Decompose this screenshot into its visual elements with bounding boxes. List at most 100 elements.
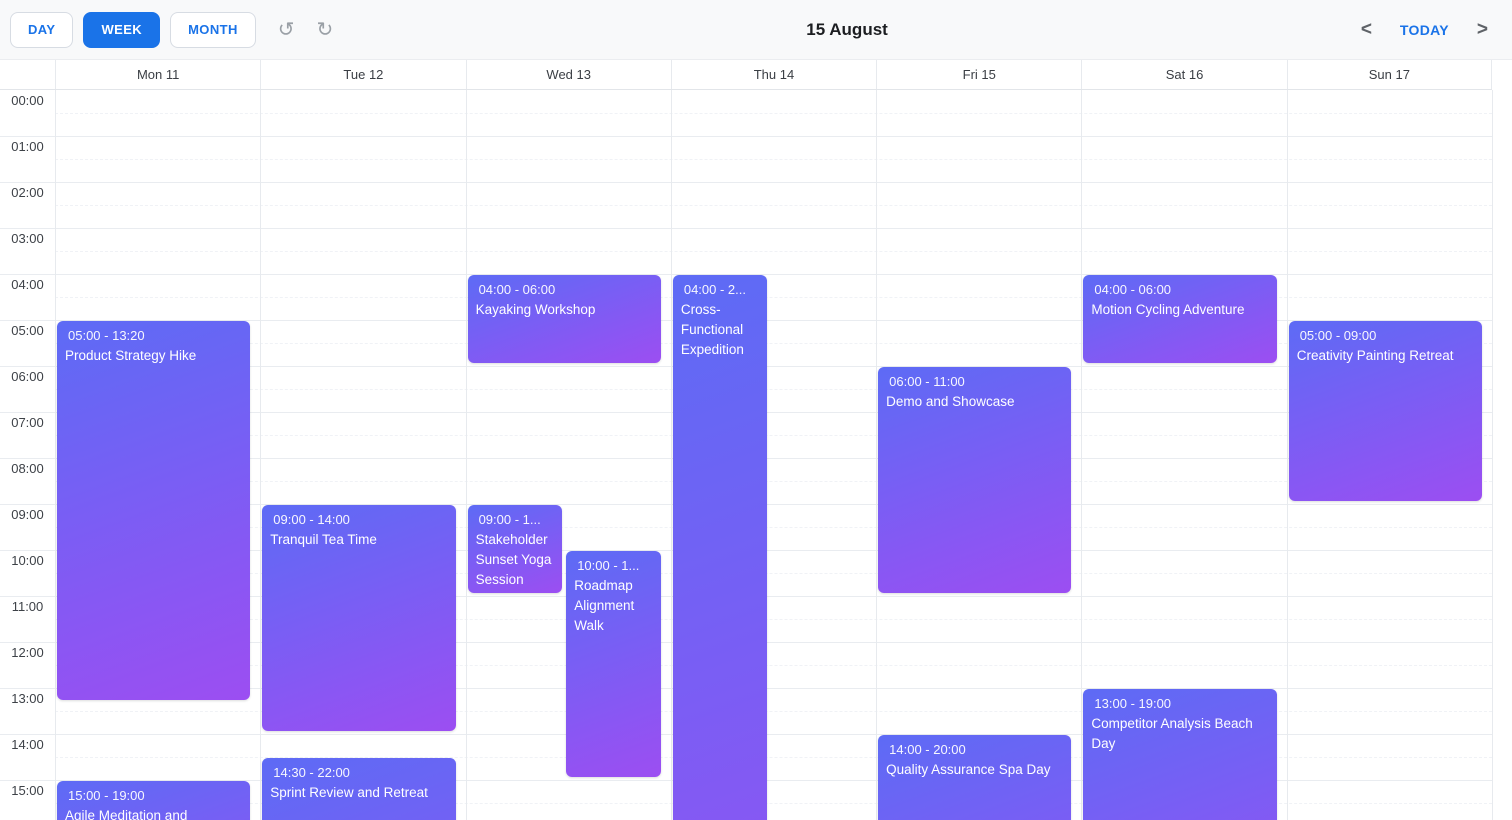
- event-title: Kayaking Workshop: [475, 302, 596, 317]
- hour-label: 10:00: [11, 553, 44, 568]
- today-button[interactable]: TODAY: [1399, 21, 1449, 38]
- calendar-event[interactable]: 04:00 - 06:00 Motion Cycling Adventure: [1083, 275, 1277, 363]
- half-hour-gridline: [55, 343, 1492, 344]
- day-header-row: Mon 11 Tue 12 Wed 13 Thu 14 Fri 15 Sat 16 Sun …: [0, 60, 1492, 90]
- week-grid: 00:00 01:00 02:00 03:00 04:00 05:00 06:00 07:00…: [0, 90, 1512, 820]
- column-gridline: [1081, 90, 1083, 820]
- half-hour-gridline: [55, 251, 1492, 252]
- hour-label: 00:00: [11, 93, 44, 108]
- prev-week-icon[interactable]: <: [1360, 18, 1372, 40]
- hour-gridline: [0, 274, 1492, 275]
- event-title: Competitor Analysis Beach Day: [1091, 716, 1253, 751]
- view-switcher: DAY WEEK MONTH: [10, 11, 256, 48]
- hour-label: 14:00: [11, 737, 44, 752]
- page-title: 15 August: [806, 19, 888, 39]
- calendar-event[interactable]: 04:00 - 2... Cross-Functional Expedition: [672, 275, 768, 820]
- day-header-cell: Sun 17: [1286, 60, 1492, 89]
- undo-icon[interactable]: ↺: [277, 18, 295, 41]
- event-time: 04:00 - 2...: [683, 282, 746, 297]
- event-time: 13:00 - 19:00: [1094, 696, 1172, 711]
- half-hour-gridline: [55, 803, 1492, 804]
- event-title: Motion Cycling Adventure: [1091, 302, 1245, 317]
- week-view-button[interactable]: WEEK: [83, 11, 161, 48]
- hour-label: 02:00: [11, 185, 44, 200]
- hour-label: 13:00: [11, 691, 44, 706]
- half-hour-gridline: [55, 159, 1492, 160]
- column-gridline: [876, 90, 878, 820]
- half-hour-gridline: [55, 757, 1492, 758]
- half-hour-gridline: [55, 619, 1492, 620]
- event-time: 05:00 - 13:20: [68, 328, 145, 343]
- day-view-button[interactable]: DAY: [10, 11, 74, 48]
- event-time: 14:00 - 20:00: [889, 742, 966, 757]
- calendar-event[interactable]: 04:00 - 06:00 Kayaking Workshop: [467, 275, 661, 363]
- column-gridline: [465, 90, 467, 820]
- event-title: Sprint Review and Retreat: [270, 785, 428, 800]
- column-gridline: [1492, 90, 1493, 820]
- half-hour-gridline: [55, 527, 1492, 528]
- event-time: 09:00 - 1...: [478, 512, 541, 527]
- calendar-event[interactable]: 05:00 - 13:20 Product Strategy Hike: [57, 321, 251, 701]
- event-title: Stakeholder Sunset Yoga Session: [475, 532, 552, 587]
- column-gridline: [1286, 90, 1288, 820]
- hour-label: 11:00: [11, 599, 44, 614]
- day-header-cell: Mon 11: [55, 60, 260, 89]
- event-time: 14:30 - 22:00: [273, 765, 350, 780]
- day-header-cell: Wed 13: [465, 60, 671, 89]
- event-time: 09:00 - 14:00: [273, 512, 350, 527]
- month-view-button[interactable]: MONTH: [170, 11, 256, 48]
- half-hour-gridline: [55, 113, 1492, 114]
- hour-label: 04:00: [11, 277, 44, 292]
- day-header-cell: Fri 15: [876, 60, 1081, 89]
- event-title: Cross-Functional Expedition: [680, 302, 744, 357]
- calendar-event[interactable]: 06:00 - 11:00 Demo and Showcase: [878, 367, 1072, 593]
- date-navigation: < TODAY >: [1361, 19, 1488, 41]
- hour-label: 06:00: [11, 369, 44, 384]
- hour-label: 15:00: [11, 783, 44, 798]
- hour-label: 01:00: [11, 139, 44, 154]
- day-header-cell: Tue 12: [260, 60, 465, 89]
- half-hour-gridline: [55, 573, 1492, 574]
- event-time: 04:00 - 06:00: [1094, 282, 1172, 297]
- calendar-event[interactable]: 14:30 - 22:00 Sprint Review and Retreat: [262, 758, 456, 820]
- next-week-icon[interactable]: >: [1476, 18, 1488, 40]
- half-hour-gridline: [55, 665, 1492, 666]
- event-title: Tranquil Tea Time: [270, 532, 377, 547]
- event-title: Creativity Painting Retreat: [1296, 348, 1454, 363]
- event-title: Agile Meditation and: [65, 808, 188, 820]
- column-gridline: [260, 90, 262, 820]
- toolbar: DAY WEEK MONTH ↺ ↻ 15 August < TODAY >: [0, 0, 1512, 60]
- hour-label: 05:00: [11, 323, 44, 338]
- calendar-event[interactable]: 05:00 - 09:00 Creativity Painting Retreat: [1288, 321, 1482, 501]
- half-hour-gridline: [55, 389, 1492, 390]
- calendar-event[interactable]: 15:00 - 19:00 Agile Meditation and: [57, 781, 251, 820]
- event-title: Roadmap Alignment Walk: [574, 578, 635, 633]
- redo-icon[interactable]: ↻: [316, 18, 334, 41]
- event-time: 04:00 - 06:00: [478, 282, 556, 297]
- calendar-event[interactable]: 14:00 - 20:00 Quality Assurance Spa Day: [878, 735, 1072, 820]
- calendar-event[interactable]: 09:00 - 1... Stakeholder Sunset Yoga Sess…: [467, 505, 563, 593]
- event-time: 05:00 - 09:00: [1299, 328, 1377, 343]
- calendar-event[interactable]: 13:00 - 19:00 Competitor Analysis Beach D…: [1083, 689, 1277, 820]
- history-controls: ↺ ↻: [278, 20, 334, 40]
- hour-gridline: [0, 182, 1492, 183]
- column-gridline: [55, 90, 56, 820]
- event-time: 06:00 - 11:00: [889, 374, 965, 389]
- hour-gridline: [0, 136, 1492, 137]
- calendar-event[interactable]: 09:00 - 14:00 Tranquil Tea Time: [262, 505, 456, 731]
- event-title: Demo and Showcase: [886, 394, 1015, 409]
- hour-label: 07:00: [11, 415, 44, 430]
- hour-label: 03:00: [11, 231, 44, 246]
- calendar-event[interactable]: 10:00 - 1... Roadmap Alignment Walk: [566, 551, 661, 777]
- half-hour-gridline: [55, 435, 1492, 436]
- hour-label: 08:00: [11, 461, 44, 476]
- day-header-cell: Sat 16: [1081, 60, 1286, 89]
- event-time: 15:00 - 19:00: [68, 788, 145, 803]
- hour-label: 12:00: [11, 645, 44, 660]
- event-time: 10:00 - 1...: [577, 558, 640, 573]
- event-title: Quality Assurance Spa Day: [886, 762, 1051, 777]
- column-gridline: [670, 90, 672, 820]
- hour-label: 09:00: [11, 507, 44, 522]
- half-hour-gridline: [55, 205, 1492, 206]
- hour-gridline: [0, 228, 1492, 229]
